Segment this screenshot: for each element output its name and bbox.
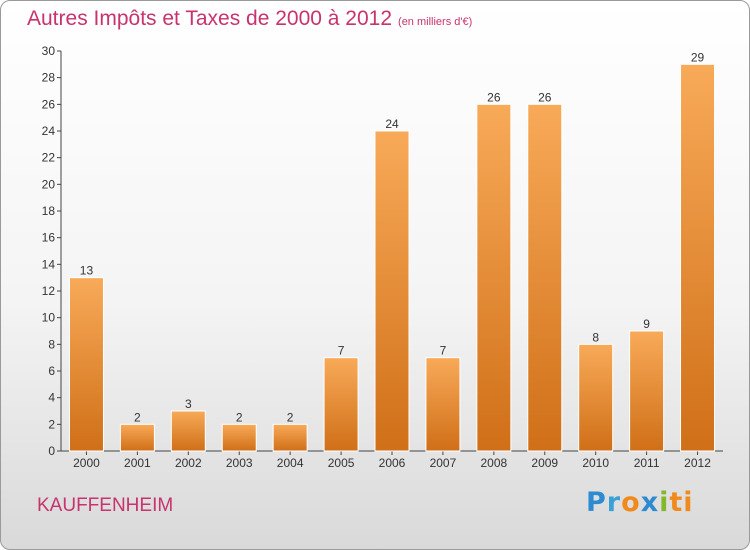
data-label: 2 <box>236 410 243 424</box>
y-tick-label: 10 <box>42 311 56 325</box>
x-tick-label: 2009 <box>531 456 558 470</box>
x-tick-label: 2011 <box>634 456 660 470</box>
bar-2009 <box>527 103 563 452</box>
bar-2006 <box>374 130 410 452</box>
data-label: 9 <box>643 317 650 331</box>
chart-title: Autres Impôts et Taxes de 2000 à 2012 (en… <box>27 7 472 31</box>
y-tick-label: 6 <box>48 364 55 378</box>
chart-title-main: Autres Impôts et Taxes de 2000 à 2012 <box>27 7 393 30</box>
logo-letter: r <box>606 487 622 518</box>
x-tick-label: 2006 <box>379 456 406 470</box>
bar-2004 <box>272 423 308 452</box>
y-tick-label: 30 <box>42 44 56 58</box>
data-label: 7 <box>338 344 345 358</box>
chart-title-unit: (en milliers d'€) <box>398 16 473 28</box>
bar-2001 <box>119 423 155 452</box>
bar-2000 <box>68 277 104 452</box>
y-tick-label: 26 <box>42 97 56 111</box>
data-label: 7 <box>440 344 447 358</box>
logo-letter: x <box>640 487 660 518</box>
commune-name: KAUFFENHEIM <box>37 495 174 516</box>
bar-2002 <box>170 410 206 452</box>
data-label: 2 <box>287 410 294 424</box>
bar-2003 <box>221 423 257 452</box>
x-tick-label: 2004 <box>277 456 304 470</box>
bar-2012 <box>680 63 716 452</box>
bar-2011 <box>629 330 665 452</box>
logo-letter: ti <box>669 487 694 518</box>
data-label: 24 <box>385 117 399 131</box>
y-tick-label: 2 <box>48 417 55 431</box>
y-tick-label: 18 <box>42 204 56 218</box>
proxiti-logo[interactable]: Proxiti <box>586 487 694 518</box>
bar-2007 <box>425 357 461 452</box>
data-label: 2 <box>134 410 141 424</box>
x-tick-label: 2001 <box>124 456 151 470</box>
logo-letter: o <box>621 487 641 518</box>
x-tick-label: 2000 <box>73 456 100 470</box>
bar-2010 <box>578 343 614 452</box>
x-tick-label: 2008 <box>480 456 507 470</box>
data-label: 8 <box>592 330 599 344</box>
y-tick-label: 16 <box>42 231 56 245</box>
x-tick-label: 2002 <box>175 456 202 470</box>
data-label: 29 <box>691 50 705 64</box>
logo-letter: P <box>586 487 607 518</box>
x-tick-label: 2005 <box>328 456 355 470</box>
y-tick-label: 28 <box>42 71 56 85</box>
y-tick-label: 12 <box>42 284 56 298</box>
data-label: 13 <box>80 264 94 278</box>
y-tick-label: 24 <box>42 124 56 138</box>
x-tick-label: 2007 <box>430 456 457 470</box>
y-tick-label: 14 <box>42 257 56 271</box>
y-tick-label: 20 <box>42 177 56 191</box>
x-tick-label: 2010 <box>582 456 609 470</box>
x-tick-label: 2012 <box>684 456 711 470</box>
y-tick-label: 4 <box>48 391 55 405</box>
y-tick-label: 0 <box>48 444 55 458</box>
data-label: 26 <box>538 90 552 104</box>
x-tick-label: 2003 <box>226 456 253 470</box>
data-label: 26 <box>487 90 501 104</box>
data-label: 3 <box>185 397 192 411</box>
y-tick-label: 22 <box>42 151 56 165</box>
y-tick-label: 8 <box>48 337 55 351</box>
logo-letter: i <box>659 487 670 518</box>
bar-2005 <box>323 357 359 452</box>
bar-2008 <box>476 103 512 452</box>
